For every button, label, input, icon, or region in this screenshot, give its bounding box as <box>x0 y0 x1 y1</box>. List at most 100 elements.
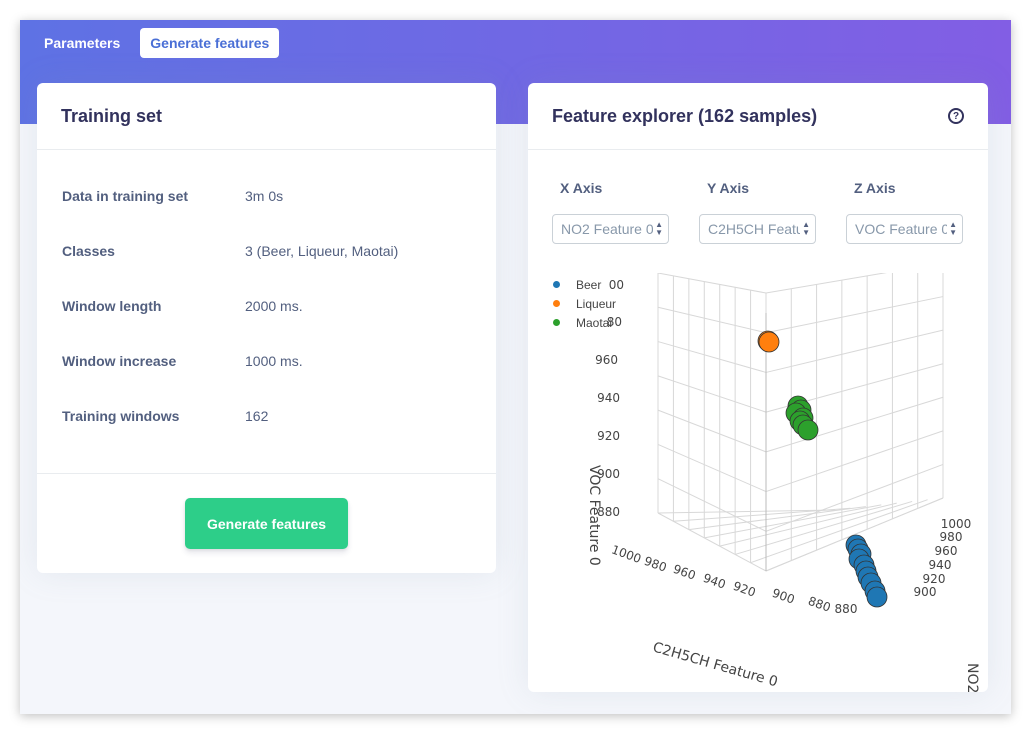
grid-line <box>657 341 767 373</box>
info-row-window-increase: Window increase 1000 ms. <box>62 333 471 388</box>
row-label: Training windows <box>62 407 180 424</box>
legend-dot <box>553 281 560 288</box>
row-value: 3 (Beer, Liqueur, Maotai) <box>245 242 399 259</box>
x-axis-label: X Axis <box>560 180 603 196</box>
y-axis-selected: C2H5CH Feature 0 <box>708 221 800 237</box>
y-tick-label: 1000 <box>610 542 643 566</box>
z-axis-title: VOC Feature 0 <box>586 465 602 566</box>
z-tick-label: 900 <box>597 467 620 481</box>
grid-line <box>657 478 767 532</box>
select-arrows-icon: ▲ ▼ <box>949 220 957 237</box>
z-axis-label: Z Axis <box>854 180 896 196</box>
grid-line <box>657 443 767 493</box>
feature-explorer-card: Feature explorer (162 samples) ? X Axis … <box>528 83 988 692</box>
data-point <box>758 331 780 353</box>
training-set-header: Training set <box>37 83 496 150</box>
app-frame: Parameters Generate features Training se… <box>20 20 1011 714</box>
grid-line <box>765 396 944 453</box>
x-tick-label: 980 <box>940 530 963 544</box>
y-tick-label: 900 <box>770 586 796 607</box>
y-tick-label: 980 <box>642 554 668 575</box>
x-axis-control: X Axis NO2 Feature 0 ▲ ▼ <box>552 180 670 244</box>
tab-generate-features[interactable]: Generate features <box>140 28 280 58</box>
x-tick-label: 940 <box>929 558 952 572</box>
grid-line <box>657 512 767 572</box>
x-tick-label: 960 <box>935 544 958 558</box>
z-tick-label: 940 <box>597 391 620 405</box>
row-label: Window increase <box>62 352 177 369</box>
z-axis-selected: VOC Feature 0 <box>855 221 947 237</box>
grid-line <box>765 497 944 572</box>
legend-label: Maotai <box>576 315 613 330</box>
legend-item-maotai[interactable]: Maotai <box>553 313 616 332</box>
data-point <box>866 586 888 608</box>
x-tick-label: 880 <box>835 602 858 616</box>
z-tick-label: 960 <box>595 353 618 367</box>
info-row-classes: Classes 3 (Beer, Liqueur, Maotai) <box>62 223 471 278</box>
select-arrows-icon: ▲ ▼ <box>802 220 810 237</box>
legend-item-beer[interactable]: Beer <box>553 275 616 294</box>
feature-explorer-header: Feature explorer (162 samples) ? <box>528 83 988 150</box>
x-axis-select[interactable]: NO2 Feature 0 ▲ ▼ <box>552 214 669 244</box>
info-row-data: Data in training set 3m 0s <box>62 168 471 223</box>
generate-features-button[interactable]: Generate features <box>185 498 348 549</box>
z-tick-label: 880 <box>597 505 620 519</box>
plot-legend: Beer Liqueur Maotai <box>553 275 616 332</box>
grid-line <box>657 375 767 413</box>
training-set-title: Training set <box>61 105 163 126</box>
x-tick-label: 1000 <box>941 517 972 531</box>
grid-line <box>719 502 897 547</box>
grid-line <box>688 506 866 531</box>
legend-label: Beer <box>576 277 602 292</box>
x-axis-title: NO2 Feature 0 <box>964 663 980 692</box>
legend-label: Liqueur <box>576 296 617 311</box>
tab-bar: Parameters Generate features <box>34 28 280 58</box>
row-label: Data in training set <box>62 187 189 204</box>
z-tick-label: 920 <box>597 429 620 443</box>
plot-grid <box>657 273 944 572</box>
grid-line <box>704 504 882 539</box>
y-tick-label: 920 <box>731 579 757 600</box>
x-tick-label: 920 <box>923 572 946 586</box>
y-axis-select[interactable]: C2H5CH Feature 0 ▲▼ <box>699 214 816 244</box>
y-tick-label: 880 <box>806 594 832 615</box>
grid-line <box>765 273 887 294</box>
legend-dot <box>553 319 560 326</box>
y-tick-label: 960 <box>671 562 697 583</box>
row-value: 1000 ms. <box>245 352 303 369</box>
training-set-footer: Generate features <box>37 473 496 573</box>
training-set-card: Training set Data in training set 3m 0s … <box>37 83 496 573</box>
row-value: 2000 ms. <box>245 297 303 314</box>
data-point <box>797 419 819 441</box>
z-tick-label: 00 <box>609 278 624 292</box>
row-label: Classes <box>62 242 115 259</box>
plot-points <box>757 330 888 608</box>
y-axis-title: C2H5CH Feature 0 <box>651 639 780 690</box>
y-axis-label: Y Axis <box>707 180 750 196</box>
legend-item-liqueur[interactable]: Liqueur <box>553 294 616 313</box>
info-row-training-windows: Training windows 162 <box>62 388 471 443</box>
select-arrows-icon: ▲ ▼ <box>655 220 663 237</box>
z-tick-label: 80 <box>607 315 622 329</box>
training-set-rows: Data in training set 3m 0s Classes 3 (Be… <box>37 150 496 443</box>
tab-parameters[interactable]: Parameters <box>44 35 121 51</box>
grid-line <box>657 409 767 453</box>
grid-line <box>765 329 944 373</box>
grid-line <box>657 509 836 514</box>
z-axis-control: Z Axis VOC Feature 0 ▲ ▼ <box>846 180 964 244</box>
row-value: 3m 0s <box>245 187 284 204</box>
row-value: 162 <box>245 407 269 424</box>
row-label: Window length <box>62 297 162 314</box>
grid-line <box>765 430 944 493</box>
z-axis-select[interactable]: VOC Feature 0 ▲ ▼ <box>846 214 963 244</box>
grid-line <box>657 306 767 334</box>
grid-line <box>734 500 913 555</box>
y-tick-label: 940 <box>701 571 727 592</box>
question-circle-icon[interactable]: ? <box>948 108 964 124</box>
info-row-window-length: Window length 2000 ms. <box>62 278 471 333</box>
grid-line <box>765 296 944 334</box>
feature-explorer-title: Feature explorer (162 samples) <box>552 105 818 126</box>
grid-line <box>750 499 928 564</box>
y-axis-control: Y Axis C2H5CH Feature 0 ▲▼ <box>699 180 817 244</box>
